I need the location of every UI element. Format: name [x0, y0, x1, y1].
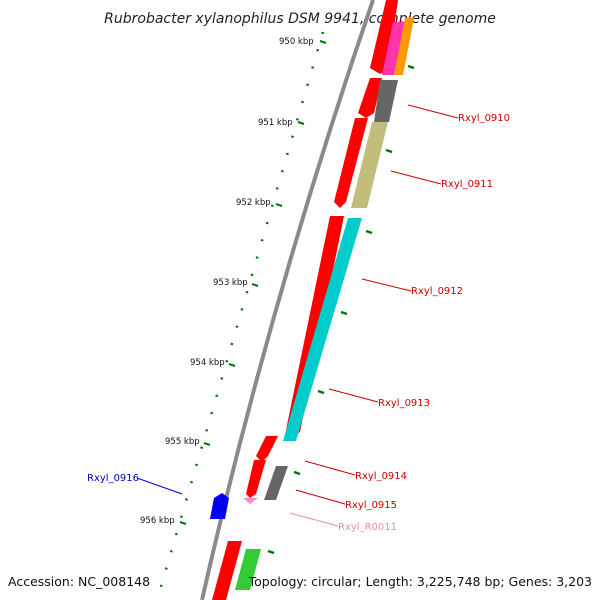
kbp-label: 953 kbp [213, 278, 248, 288]
gene-rxyl-0910 [374, 80, 398, 122]
gene-label[interactable]: Rxyl_0912 [411, 286, 463, 297]
scale-dots [158, 31, 325, 591]
kbp-ticks [179, 40, 327, 525]
cds-arrow [256, 436, 278, 462]
cds-arrow [246, 460, 266, 498]
inner-ticks [267, 64, 415, 555]
gene-label[interactable]: Rxyl_0911 [441, 179, 493, 190]
gene-rxyl-r0011 [243, 498, 258, 504]
kbp-label: 954 kbp [190, 358, 225, 368]
genome-title: Rubrobacter xylanophilus DSM 9941, compl… [104, 11, 496, 27]
orange-feature [394, 18, 414, 75]
kbp-tick [179, 521, 187, 525]
cds-arrow [358, 78, 382, 118]
gene-rxyl-0912-0913 [283, 218, 362, 441]
gene-label[interactable]: Rxyl_0913 [378, 398, 430, 409]
cds-arrow [212, 541, 242, 600]
genome-summary-text: Topology: circular; Length: 3,225,748 bp… [248, 574, 592, 589]
kbp-tick [297, 121, 305, 125]
gene-label[interactable]: Rxyl_R0011 [338, 522, 397, 533]
label-leaders [136, 104, 459, 527]
kbp-tick [319, 40, 327, 44]
kbp-tick [251, 283, 259, 287]
kbp-label: 955 kbp [165, 437, 200, 447]
gene-label[interactable]: Rxyl_0910 [458, 113, 510, 124]
gene-rxyl-0911 [351, 122, 388, 208]
kbp-tick [203, 442, 211, 446]
green-feature [235, 549, 261, 590]
cds-arrow [334, 118, 368, 208]
gene-rxyl-0916 [210, 493, 229, 519]
gene-label[interactable]: Rxyl_0914 [355, 471, 407, 482]
kbp-label: 952 kbp [236, 198, 271, 208]
magenta-feature [382, 22, 405, 75]
kbp-tick [275, 203, 283, 207]
cds-arrow [370, 0, 398, 74]
kbp-label: 951 kbp [258, 118, 293, 128]
accession-text: Accession: NC_008148 [8, 574, 150, 589]
gene-label[interactable]: Rxyl_0915 [345, 500, 397, 511]
kbp-label: 956 kbp [140, 516, 175, 526]
gene-label[interactable]: Rxyl_0916 [87, 473, 139, 484]
kbp-tick [228, 363, 236, 367]
gene-rxyl-0915 [264, 466, 288, 500]
kbp-label: 950 kbp [279, 37, 314, 47]
